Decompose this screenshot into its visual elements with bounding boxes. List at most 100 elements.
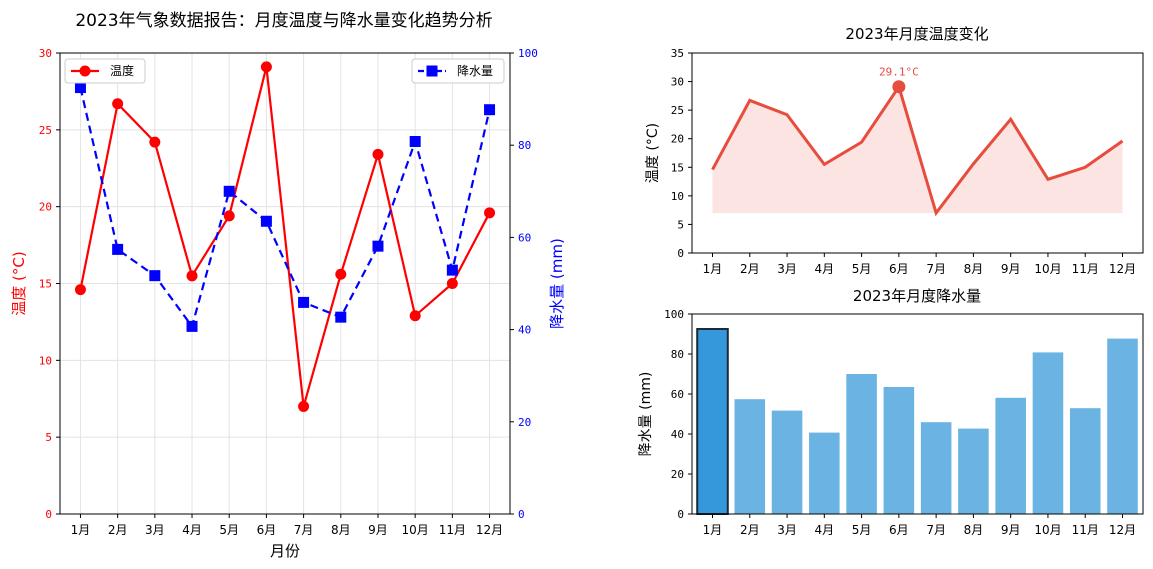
x-tick-label: 1月: [703, 262, 723, 276]
y-tick-label: 10: [671, 190, 684, 203]
precipitation-point: [484, 104, 496, 116]
x-tick-label: 7月: [926, 523, 946, 537]
legend-label: 降水量: [457, 64, 493, 78]
precipitation-bar: [883, 387, 915, 514]
x-tick-label: 6月: [889, 523, 909, 537]
x-tick-label: 4月: [814, 262, 834, 276]
temperature-point: [372, 148, 384, 160]
y-right-tick-label: 100: [518, 47, 538, 60]
series-line-temperature: [79, 66, 491, 407]
y-left-tick-label: 25: [39, 124, 52, 137]
figure-title: 2023年气象数据报告：月度温度与降水量变化趋势分析: [75, 11, 492, 31]
x-tick-label: 2月: [108, 523, 128, 537]
y-left-tick-label: 10: [39, 354, 52, 367]
x-tick-label: 5月: [852, 523, 872, 537]
precipitation-bar: [1032, 352, 1064, 514]
precipitation-point: [149, 270, 161, 282]
precipitation-point: [112, 243, 124, 255]
precipitation-bar: [734, 399, 766, 514]
max-temperature-marker: [892, 80, 906, 94]
precipitation-point: [372, 240, 384, 252]
y-tick-label: 5: [677, 218, 684, 231]
precipitation-bar: [1107, 338, 1138, 514]
precipitation-point: [74, 82, 86, 94]
y-left-tick-label: 0: [45, 508, 52, 521]
y-right-axis-label: 降水量 (mm): [548, 238, 566, 329]
temperature-point: [409, 310, 421, 322]
y-tick-label: 20: [671, 133, 684, 146]
y-left-axis-label: 温度 (°C): [10, 251, 28, 315]
x-tick-label: 1月: [71, 523, 91, 537]
precipitation-point: [223, 185, 235, 197]
x-tick-label: 11月: [1072, 523, 1099, 537]
precipitation-bar: [995, 397, 1026, 514]
y-tick-label: 40: [671, 428, 684, 441]
y-tick-label: 30: [671, 76, 684, 89]
combined-temperature-precipitation-chart: 0 5 10 15 20 25 30 0 20 40 60 80 100 1月 2月 3月 4月 5月 6月 7月 8月…: [10, 47, 566, 560]
x-tick-label: 6月: [257, 523, 277, 537]
precipitation-point: [260, 215, 272, 227]
y-tick-label: 35: [671, 47, 684, 60]
temperature-chart-title: 2023年月度温度变化: [845, 25, 988, 43]
x-tick-label: 3月: [145, 523, 165, 537]
y-right-tick-label: 0: [518, 508, 525, 521]
y-tick-label: 0: [677, 508, 684, 521]
series-line-temperature: [711, 83, 1124, 217]
temperature-point: [260, 61, 272, 73]
y-right-tick-label: 80: [518, 139, 531, 152]
temperature-point: [186, 270, 198, 282]
precipitation-chart-title: 2023年月度降水量: [853, 287, 981, 305]
precipitation-point: [409, 136, 421, 148]
precipitation-point: [186, 320, 198, 332]
x-tick-label: 3月: [777, 523, 797, 537]
y-right-tick-label: 40: [518, 324, 531, 337]
temperature-point: [484, 207, 496, 219]
temperature-point: [335, 268, 347, 280]
x-tick-label: 11月: [439, 523, 466, 537]
temperature-point: [446, 278, 458, 289]
plot-frame: [691, 313, 1144, 515]
y-tick-label: 80: [671, 348, 684, 361]
x-axis-label: 月份: [270, 542, 300, 560]
x-tick-label: 9月: [1001, 523, 1021, 537]
temperature-point: [74, 284, 86, 296]
x-tick-label: 9月: [368, 523, 388, 537]
x-tick-label: 12月: [1109, 262, 1136, 276]
temperature-point: [298, 400, 310, 412]
precipitation-point: [335, 311, 347, 323]
y-tick-label: 0: [677, 247, 684, 260]
x-tick-label: 2月: [740, 523, 760, 537]
y-tick-label: 100: [664, 308, 684, 321]
x-tick-label: 8月: [964, 262, 984, 276]
x-tick-label: 12月: [476, 523, 503, 537]
temperature-point: [223, 210, 235, 222]
legend-temperature: 温度: [64, 58, 146, 84]
x-tick-label: 5月: [219, 523, 239, 537]
y-axis-label: 降水量 (mm): [638, 372, 654, 457]
legend-box: [64, 58, 146, 84]
x-tick-label: 10月: [1034, 523, 1061, 537]
x-tick-label: 2月: [740, 262, 760, 276]
x-tick-label: 10月: [1034, 262, 1061, 276]
x-tick-label: 3月: [777, 262, 797, 276]
x-tick-label: 10月: [402, 523, 429, 537]
legend-label: 温度: [110, 63, 134, 78]
temperature-point: [112, 98, 124, 110]
legend-swatch-marker: [426, 65, 438, 77]
x-tick-label: 12月: [1109, 523, 1136, 537]
x-tick-label: 7月: [294, 523, 314, 537]
y-axis-label: 温度 (°C): [645, 123, 661, 183]
precipitation-bar: [809, 432, 840, 514]
legend-precipitation: 降水量: [411, 58, 505, 84]
x-tick-label: 6月: [889, 262, 909, 276]
x-tick-label: 8月: [964, 523, 984, 537]
precipitation-bar: [771, 410, 803, 514]
legend-box: [411, 58, 505, 84]
precipitation-point: [298, 296, 310, 308]
plot-frame: [691, 52, 1144, 254]
y-tick-label: 20: [671, 468, 684, 481]
y-left-tick-label: 15: [39, 278, 52, 291]
precipitation-point: [446, 264, 458, 276]
precipitation-bar: [696, 328, 729, 515]
